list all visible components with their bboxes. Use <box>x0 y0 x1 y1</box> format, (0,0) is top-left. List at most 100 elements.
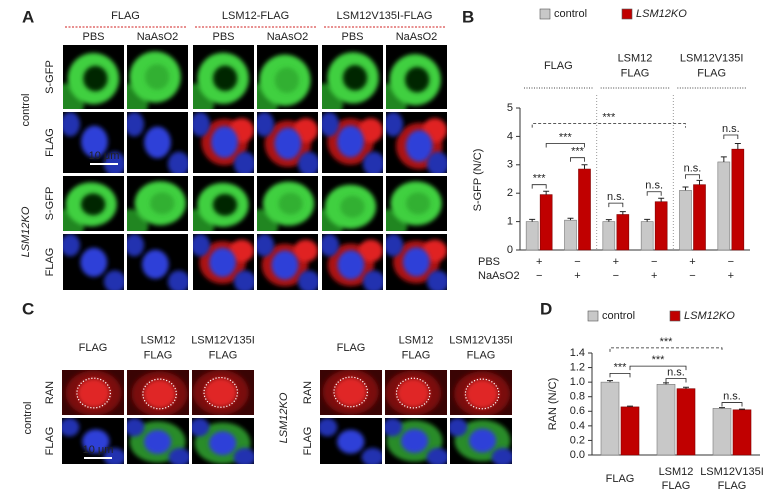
bar <box>712 408 732 456</box>
treatment-header: PBS <box>341 31 363 43</box>
cell-signal <box>400 428 429 453</box>
cell-signal <box>426 151 447 173</box>
construct-header: FLAG <box>79 342 108 354</box>
significance-label: *** <box>533 173 547 185</box>
error-bar <box>627 405 633 407</box>
cell-signal <box>212 193 238 216</box>
bar <box>676 388 696 456</box>
genotype-label: LSM12KO <box>278 392 290 443</box>
treatment-header: NaAsO2 <box>137 31 179 43</box>
micrograph-content <box>454 371 511 415</box>
micrograph-content <box>257 234 318 290</box>
cell-signal <box>82 429 110 454</box>
error-bar <box>543 190 550 195</box>
y-tick-label: 3 <box>507 159 513 171</box>
cell-signal <box>278 192 303 215</box>
treatment-header: NaAsO2 <box>396 31 438 43</box>
cell-signal <box>83 65 108 92</box>
cell-signal <box>127 234 145 257</box>
significance-bracket <box>608 202 624 208</box>
micrograph-content <box>386 54 441 109</box>
cell-signal <box>358 118 383 143</box>
construct-header: LSM12V135I FLAG <box>449 334 513 361</box>
significance-bracket <box>545 143 585 148</box>
micrograph-content <box>127 418 189 464</box>
panel-label: C <box>22 299 34 318</box>
nucleus-outline <box>142 378 177 410</box>
condition-header: LSM12-FLAG <box>222 10 289 22</box>
significance-label: n.s. <box>607 191 625 203</box>
y-tick-label: 0 <box>507 244 513 256</box>
significance-bracket <box>665 378 687 383</box>
micrograph-content <box>193 52 249 109</box>
group-label: LSM12V135I FLAG <box>680 52 744 79</box>
construct-header: FLAG <box>337 342 366 354</box>
error-bar <box>720 156 727 162</box>
cell-signal <box>491 447 512 464</box>
cell-signal <box>405 130 433 162</box>
treatment-header: PBS <box>212 31 234 43</box>
cell-signal <box>358 239 383 262</box>
cell-signal <box>405 192 431 215</box>
significance-bracket <box>570 157 585 162</box>
bar <box>640 221 654 251</box>
treatment-label: NaAsO2 <box>478 270 520 282</box>
micrograph-content <box>127 234 188 290</box>
panel-label: A <box>22 7 34 26</box>
cell-signal <box>141 249 169 279</box>
cell-signal <box>233 447 254 464</box>
cell-signal <box>80 193 106 216</box>
cell-signal <box>63 234 81 257</box>
cell-signal <box>274 127 302 160</box>
micrograph-content <box>322 370 379 415</box>
y-tick-label: 2 <box>507 187 513 199</box>
genotype-label: control <box>20 93 32 126</box>
y-tick-label: 0.0 <box>570 449 585 461</box>
cell-signal <box>167 270 188 290</box>
cell-signal <box>127 112 145 137</box>
bar <box>693 184 706 251</box>
significance-bracket <box>629 365 687 371</box>
error-bar <box>739 408 745 410</box>
treatment-label: PBS <box>478 256 500 268</box>
error-bar <box>567 217 574 221</box>
micrograph-content <box>386 181 442 231</box>
channel-label: FLAG <box>44 427 56 456</box>
bar <box>731 148 745 251</box>
cell-signal <box>204 378 237 407</box>
cell-signal <box>426 447 447 464</box>
micrograph-content <box>322 112 383 173</box>
micrograph-content <box>127 181 186 231</box>
error-bar <box>719 407 725 409</box>
micrograph-content <box>131 371 188 415</box>
cell-signal <box>404 66 430 93</box>
micrograph-content <box>386 234 447 290</box>
micrograph-content <box>62 418 124 464</box>
micrograph-content <box>450 418 512 464</box>
nucleus-outline <box>464 378 500 410</box>
genotype-label: control <box>22 401 34 434</box>
treatment-mark: + <box>689 256 695 268</box>
treatment-mark: − <box>613 270 619 282</box>
significance-bracket <box>721 402 743 407</box>
channel-label: RAN <box>302 381 314 404</box>
micrograph-content <box>257 181 315 231</box>
y-tick-label: 0.2 <box>570 434 585 446</box>
scale-bar-label: 10 μm <box>89 150 120 162</box>
condition-header: LSM12V135I-FLAG <box>337 10 433 22</box>
micrograph-content <box>322 234 383 290</box>
micrograph-content <box>320 418 382 464</box>
construct-header: LSM12V135I FLAG <box>191 334 255 361</box>
cell-signal <box>342 65 368 91</box>
cell-signal <box>402 247 430 277</box>
legend-swatch <box>621 8 633 20</box>
scale-bar-label: 10 μm <box>83 444 114 456</box>
nucleus-outline <box>76 377 111 409</box>
bar <box>654 201 668 251</box>
channel-label: RAN <box>44 381 56 404</box>
significance-label: *** <box>652 354 666 366</box>
significance-label: n.s. <box>723 390 741 402</box>
cell-signal <box>77 378 110 408</box>
cell-signal <box>257 234 275 257</box>
micrograph-content <box>63 234 124 290</box>
